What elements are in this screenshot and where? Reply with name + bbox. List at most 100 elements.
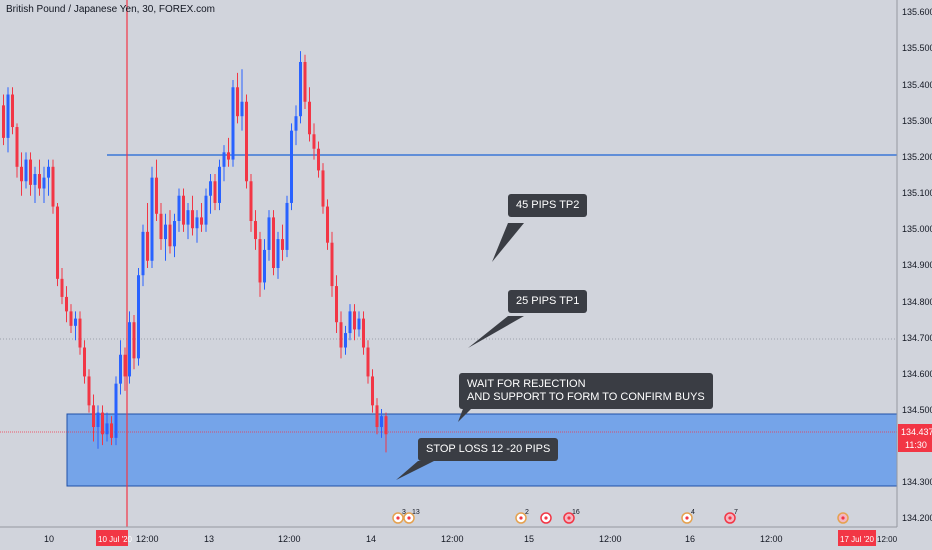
candle-body[interactable]	[65, 296, 68, 312]
candle-body[interactable]	[186, 210, 190, 225]
price-axis[interactable]: 135.600 135.500 135.400 135.300 135.200 …	[902, 7, 932, 523]
candle-body[interactable]	[294, 116, 298, 131]
candle-body[interactable]	[119, 354, 122, 384]
candle-body[interactable]	[101, 412, 104, 435]
candle-body[interactable]	[29, 159, 32, 185]
candle-body[interactable]	[51, 166, 55, 207]
candle-body[interactable]	[114, 383, 118, 438]
candle-body[interactable]	[249, 181, 253, 222]
candle-body[interactable]	[128, 322, 131, 377]
candle-body[interactable]	[191, 210, 194, 229]
candle-body[interactable]	[317, 148, 320, 171]
candle-body[interactable]	[78, 318, 82, 348]
candle-body[interactable]	[24, 159, 28, 182]
candle-body[interactable]	[366, 347, 370, 377]
candle-body[interactable]	[285, 202, 289, 250]
candle-body[interactable]	[227, 152, 230, 160]
candle-body[interactable]	[47, 166, 50, 178]
candle-body[interactable]	[6, 94, 10, 138]
stop-loss-callout-pointer	[396, 461, 434, 480]
candle-body[interactable]	[312, 134, 316, 149]
candle-body[interactable]	[96, 412, 100, 428]
wait-callout[interactable]: WAIT FOR REJECTION AND SUPPORT TO FORM T…	[459, 373, 713, 409]
candle-body[interactable]	[303, 61, 307, 102]
candle-body[interactable]	[330, 242, 334, 287]
candle-body[interactable]	[353, 311, 356, 330]
candle-body[interactable]	[326, 206, 329, 243]
candle-body[interactable]	[272, 217, 275, 268]
tp2-callout[interactable]: 45 PIPS TP2	[508, 194, 588, 217]
candle-body[interactable]	[231, 87, 235, 160]
candle-body[interactable]	[384, 416, 388, 435]
candle-body[interactable]	[204, 195, 208, 225]
candle-body[interactable]	[276, 239, 280, 268]
candle-body[interactable]	[195, 217, 199, 229]
candle-body[interactable]	[159, 213, 163, 240]
time-label: 12:00	[136, 534, 159, 544]
candle-body[interactable]	[155, 177, 158, 214]
candle-body[interactable]	[150, 177, 154, 261]
candle-body[interactable]	[281, 239, 284, 250]
candle-body[interactable]	[371, 376, 374, 406]
symbol-title[interactable]: British Pound / Japanese Yen, 30, FOREX.…	[6, 4, 216, 15]
candle-body[interactable]	[11, 94, 14, 128]
candle-body[interactable]	[357, 318, 361, 330]
candle-body[interactable]	[236, 87, 239, 117]
candle-body[interactable]	[339, 322, 343, 348]
event-badge-count: 13	[412, 509, 420, 516]
candle-body[interactable]	[33, 174, 37, 185]
candle-body[interactable]	[137, 275, 140, 359]
event-dot-icon	[685, 516, 689, 520]
candle-body[interactable]	[105, 423, 109, 435]
tp1-callout[interactable]: 25 PIPS TP1	[508, 290, 588, 313]
candle-body[interactable]	[380, 416, 383, 428]
candle-body[interactable]	[218, 166, 221, 203]
candle-body[interactable]	[308, 101, 311, 135]
candle-body[interactable]	[200, 217, 203, 225]
candle-body[interactable]	[2, 105, 5, 138]
candle-body[interactable]	[56, 206, 59, 279]
candle-body[interactable]	[209, 181, 212, 196]
candle-body[interactable]	[164, 224, 167, 240]
candle-body[interactable]	[267, 217, 271, 250]
candle-body[interactable]	[362, 318, 365, 348]
candle-body[interactable]	[321, 170, 325, 207]
candle-body[interactable]	[110, 423, 113, 438]
candle-body[interactable]	[123, 354, 127, 377]
candle-body[interactable]	[42, 177, 46, 189]
candle-body[interactable]	[177, 195, 181, 222]
candle-body[interactable]	[348, 311, 352, 334]
stop-loss-callout[interactable]: STOP LOSS 12 -20 PIPS	[418, 438, 559, 461]
candle-body[interactable]	[87, 376, 91, 406]
candle-body[interactable]	[240, 101, 244, 117]
candle-body[interactable]	[83, 347, 86, 377]
candle-body[interactable]	[290, 130, 293, 203]
candle-body[interactable]	[258, 239, 262, 283]
candle-body[interactable]	[173, 221, 176, 247]
candle-body[interactable]	[344, 333, 347, 348]
candle-body[interactable]	[213, 181, 217, 203]
candle-body[interactable]	[263, 249, 266, 283]
candle-body[interactable]	[74, 318, 77, 326]
candle-body[interactable]	[69, 311, 73, 326]
candle-body[interactable]	[299, 61, 302, 117]
candle-body[interactable]	[335, 286, 338, 323]
event-badges[interactable]: 3 13 2 16 4 7	[392, 509, 849, 524]
candle-body[interactable]	[375, 405, 379, 428]
candle-body[interactable]	[254, 221, 257, 240]
candle-body[interactable]	[15, 127, 19, 167]
candle-body[interactable]	[60, 278, 64, 297]
candle-body[interactable]	[245, 101, 248, 182]
candle-body[interactable]	[146, 231, 149, 261]
time-axis[interactable]: 10 10 Jul '20 12:00 13 12:00 14 12:00 15…	[44, 530, 898, 546]
candle-body[interactable]	[132, 322, 136, 359]
candle-body[interactable]	[38, 174, 41, 189]
candle-body[interactable]	[222, 152, 226, 167]
candle-body[interactable]	[141, 231, 145, 276]
candle-body[interactable]	[20, 166, 23, 182]
candle-body[interactable]	[92, 405, 95, 428]
candle-body[interactable]	[168, 224, 172, 247]
candle-body[interactable]	[182, 195, 185, 225]
